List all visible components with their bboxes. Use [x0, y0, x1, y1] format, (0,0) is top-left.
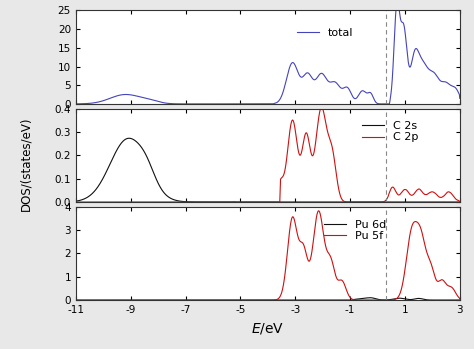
Text: DOS/(states/eV): DOS/(states/eV)	[19, 117, 32, 211]
Legend: total: total	[292, 23, 358, 42]
X-axis label: $E$/eV: $E$/eV	[251, 321, 284, 335]
Legend: Pu 6d, Pu 5f: Pu 6d, Pu 5f	[319, 215, 391, 245]
Legend: C 2s, C 2p: C 2s, C 2p	[358, 117, 423, 147]
